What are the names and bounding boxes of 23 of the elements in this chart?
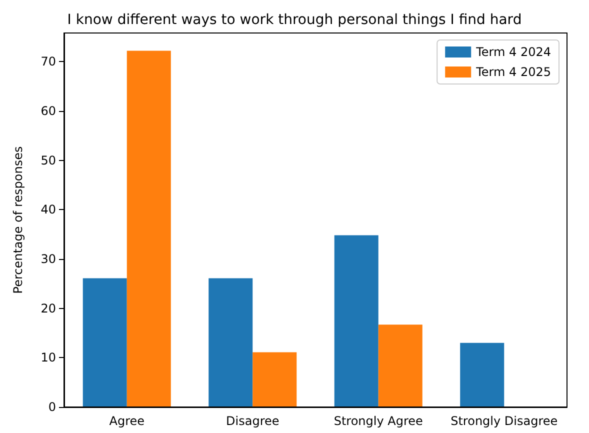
x-tick-label: Disagree xyxy=(226,414,280,428)
legend-label: Term 4 2025 xyxy=(475,65,551,79)
y-tick-label: 30 xyxy=(40,252,56,266)
y-tick-label: 0 xyxy=(48,400,56,414)
x-tick-label: Agree xyxy=(109,414,145,428)
y-tick-label: 40 xyxy=(40,202,56,217)
bar xyxy=(126,50,171,407)
x-tick-label: Strongly Agree xyxy=(334,414,423,428)
legend-label: Term 4 2024 xyxy=(475,45,551,59)
y-tick-label: 70 xyxy=(40,54,56,69)
bar xyxy=(460,342,504,407)
bar xyxy=(82,278,127,407)
y-tick-label: 60 xyxy=(40,104,56,118)
y-tick-label: 20 xyxy=(40,301,56,316)
bar xyxy=(378,324,422,407)
y-tick-label: 50 xyxy=(40,153,56,168)
y-axis-title: Percentage of responses xyxy=(11,146,25,294)
bar xyxy=(334,235,378,407)
x-tick-label: Strongly Disagree xyxy=(450,414,558,428)
chart-title: I know different ways to work through personal things I find hard xyxy=(67,12,522,28)
y-tick-label: 10 xyxy=(40,350,56,365)
bar xyxy=(252,352,297,407)
bar xyxy=(208,278,253,407)
